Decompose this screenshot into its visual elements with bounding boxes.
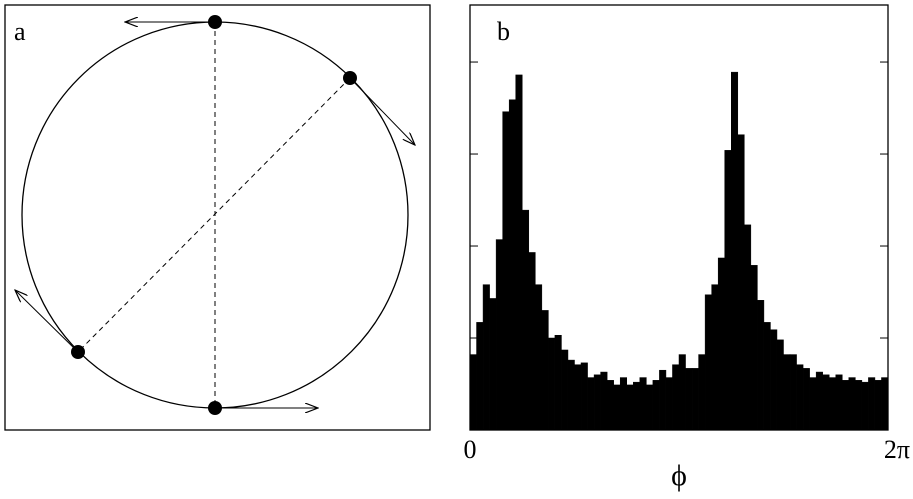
bar xyxy=(476,322,484,431)
bar xyxy=(561,349,569,431)
bar xyxy=(633,381,641,431)
bar xyxy=(665,377,673,431)
bar xyxy=(776,339,784,431)
bar xyxy=(587,377,595,431)
bar xyxy=(508,99,516,431)
bar xyxy=(842,380,850,431)
bar xyxy=(619,377,628,431)
bar xyxy=(482,284,490,431)
bar xyxy=(685,368,693,431)
bar xyxy=(593,374,601,431)
bar xyxy=(659,369,667,431)
panel-a: a xyxy=(4,4,431,431)
dot xyxy=(71,345,85,359)
bar xyxy=(613,384,621,431)
bar xyxy=(828,377,837,431)
bar xyxy=(711,284,719,431)
bar xyxy=(704,294,712,431)
dot xyxy=(343,71,357,85)
bar xyxy=(881,377,889,431)
bar xyxy=(763,322,771,431)
bar xyxy=(737,134,745,431)
bar xyxy=(600,371,608,431)
bar xyxy=(874,380,882,431)
bar xyxy=(469,354,477,431)
bar xyxy=(731,71,739,431)
bar xyxy=(750,265,758,431)
bar xyxy=(691,368,699,431)
bar xyxy=(495,239,503,431)
bar xyxy=(646,384,654,431)
x-tick-label: 2π xyxy=(884,435,910,464)
bar xyxy=(783,354,791,431)
arrow xyxy=(15,290,79,353)
dot xyxy=(208,401,222,415)
bar xyxy=(639,377,647,431)
panel-label: b xyxy=(497,17,510,46)
bar xyxy=(606,380,614,431)
bar xyxy=(848,377,856,431)
bar xyxy=(535,284,543,431)
bar xyxy=(815,371,823,431)
bar xyxy=(489,298,497,431)
bar xyxy=(835,374,843,431)
bar xyxy=(822,374,830,431)
bar xyxy=(574,364,582,431)
bar xyxy=(522,209,530,431)
bar xyxy=(855,380,863,431)
bar xyxy=(757,300,765,431)
bar xyxy=(861,381,869,431)
bar xyxy=(652,380,660,431)
bar xyxy=(515,74,523,431)
dot xyxy=(208,15,222,29)
bar xyxy=(541,310,549,431)
bar xyxy=(672,364,680,431)
bar xyxy=(724,150,732,431)
x-tick-label: 0 xyxy=(464,435,477,464)
bar xyxy=(554,334,562,431)
bar xyxy=(796,364,804,431)
bar xyxy=(802,368,810,431)
bar xyxy=(717,257,725,431)
bar xyxy=(567,359,575,431)
bar xyxy=(809,377,817,431)
dashed-line xyxy=(77,77,351,353)
bar xyxy=(548,337,556,431)
plot-frame xyxy=(469,4,889,431)
bar xyxy=(770,329,778,431)
x-axis-label: ϕ xyxy=(671,459,687,492)
bar xyxy=(698,354,706,431)
bar xyxy=(580,362,588,431)
bar xyxy=(868,377,876,431)
arrow xyxy=(349,77,415,145)
bar xyxy=(744,224,752,431)
frame xyxy=(4,4,431,431)
bar xyxy=(678,354,686,431)
bar xyxy=(789,354,797,431)
bar xyxy=(502,111,510,431)
bar xyxy=(626,384,634,431)
bar xyxy=(528,252,536,431)
panel-label: a xyxy=(14,17,26,46)
